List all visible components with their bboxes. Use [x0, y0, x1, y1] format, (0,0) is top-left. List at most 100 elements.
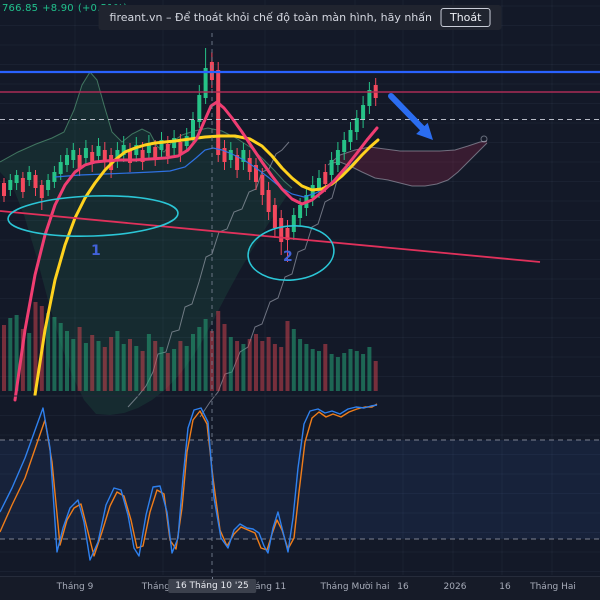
candle-body	[33, 175, 38, 188]
cloud-red-upper-edge	[327, 140, 488, 166]
candle-body	[279, 218, 284, 242]
volume-bar	[77, 327, 82, 391]
volume-bar	[2, 325, 6, 391]
ma-pink-line	[13, 100, 379, 402]
volume-bar	[298, 339, 303, 391]
candle-body	[228, 150, 233, 160]
candle-body	[272, 205, 277, 228]
volume-bar	[354, 351, 359, 391]
candle-body	[184, 136, 189, 146]
trendline	[0, 210, 541, 263]
volume-bar	[146, 334, 151, 391]
candle-body	[14, 175, 19, 183]
volume-bar	[335, 357, 340, 391]
volume-bar	[178, 341, 183, 391]
time-axis-label: Tháng Hai	[530, 582, 576, 592]
time-axis-label: Tháng Mười hai	[320, 582, 390, 592]
volume-bar	[317, 351, 321, 391]
time-axis-label: Tháng 9	[56, 582, 94, 592]
fullscreen-notice-bar: fireant.vn – Để thoát khỏi chế độ toàn m…	[98, 5, 502, 30]
candle-body	[317, 178, 321, 190]
candle-body	[216, 70, 221, 155]
candle-body	[71, 150, 76, 160]
candle-body	[83, 148, 88, 158]
volume-bar	[241, 344, 246, 391]
volume-bar	[96, 341, 101, 391]
volume-bar	[71, 339, 76, 391]
volume-bar	[184, 346, 189, 391]
volume-bar	[361, 354, 366, 391]
candle-body	[178, 142, 183, 154]
ichimoku-cloud-red	[328, 141, 487, 186]
time-axis-label: 2026	[443, 582, 467, 592]
volume-bar	[310, 349, 315, 391]
volume-bar	[20, 329, 25, 391]
volume-bar	[247, 339, 252, 391]
volume-bar	[235, 341, 240, 391]
volume-bar	[367, 347, 372, 391]
volume-bar	[172, 349, 177, 391]
candle-body	[159, 140, 164, 150]
time-axis-label: Tháng 11	[243, 582, 287, 592]
volume-bar	[272, 344, 277, 391]
volume-bar	[165, 353, 170, 391]
volume-bar	[342, 353, 347, 391]
candle-body	[90, 152, 95, 164]
volume-bar	[228, 337, 233, 391]
candle-body	[27, 172, 32, 180]
volume-bar	[266, 337, 271, 391]
candle-body	[153, 147, 158, 158]
volume-bar	[254, 334, 258, 391]
volume-bar	[140, 351, 145, 391]
candle-body	[241, 150, 246, 162]
volume-bar	[291, 329, 296, 391]
volume-bar	[14, 315, 19, 391]
volume-bar	[109, 337, 114, 391]
candle-body	[8, 180, 13, 190]
fullscreen-notice-text: fireant.vn – Để thoát khỏi chế độ toàn m…	[109, 11, 432, 24]
annotation-ellipse-2	[247, 225, 335, 281]
candle-body	[235, 155, 240, 170]
candle-body	[298, 205, 303, 218]
volume-bar	[159, 347, 164, 391]
last-price: 766.85	[2, 3, 39, 14]
blue-arrow-shaft	[388, 93, 427, 133]
volume-bar	[52, 317, 57, 391]
time-axis-label: 16	[397, 582, 409, 592]
time-axis-label: Tháng 10	[141, 582, 185, 592]
candle-body	[121, 145, 126, 155]
volume-bar	[134, 346, 139, 391]
volume-bar	[33, 302, 38, 391]
blue-arrow-head	[416, 122, 433, 140]
volume-bar	[285, 321, 290, 391]
volume-bar	[216, 311, 221, 391]
stochastic-d-line	[0, 403, 378, 557]
candle-body	[329, 160, 334, 175]
volume-bar	[58, 323, 63, 391]
candle-body	[102, 150, 107, 162]
candle-body	[222, 148, 227, 162]
annotation-number-1: 1	[91, 243, 101, 259]
candle-body	[77, 155, 82, 168]
volume-bar	[46, 313, 51, 391]
time-axis[interactable]: Tháng 9 Tháng 10 Tháng 11 Tháng Mười hai 16 2…	[0, 576, 600, 600]
volume-bar	[128, 339, 132, 391]
exit-fullscreen-button[interactable]: Thoát	[440, 8, 491, 27]
price-change: +8.90	[42, 3, 74, 14]
volume-bar	[8, 318, 13, 391]
cloud-end-hook	[480, 135, 488, 143]
candle-body	[52, 172, 57, 182]
volume-bar	[197, 327, 202, 391]
candle-body	[39, 185, 44, 198]
candle-body	[96, 146, 101, 156]
candle-body	[146, 143, 151, 153]
candle-body	[172, 138, 177, 148]
volume-bar	[83, 343, 88, 391]
current-date-label: 16 Tháng 10 '25	[168, 579, 256, 593]
candle-body	[191, 120, 195, 138]
volume-bar	[373, 361, 378, 391]
candle-body	[197, 95, 202, 122]
candle-body	[140, 150, 145, 162]
